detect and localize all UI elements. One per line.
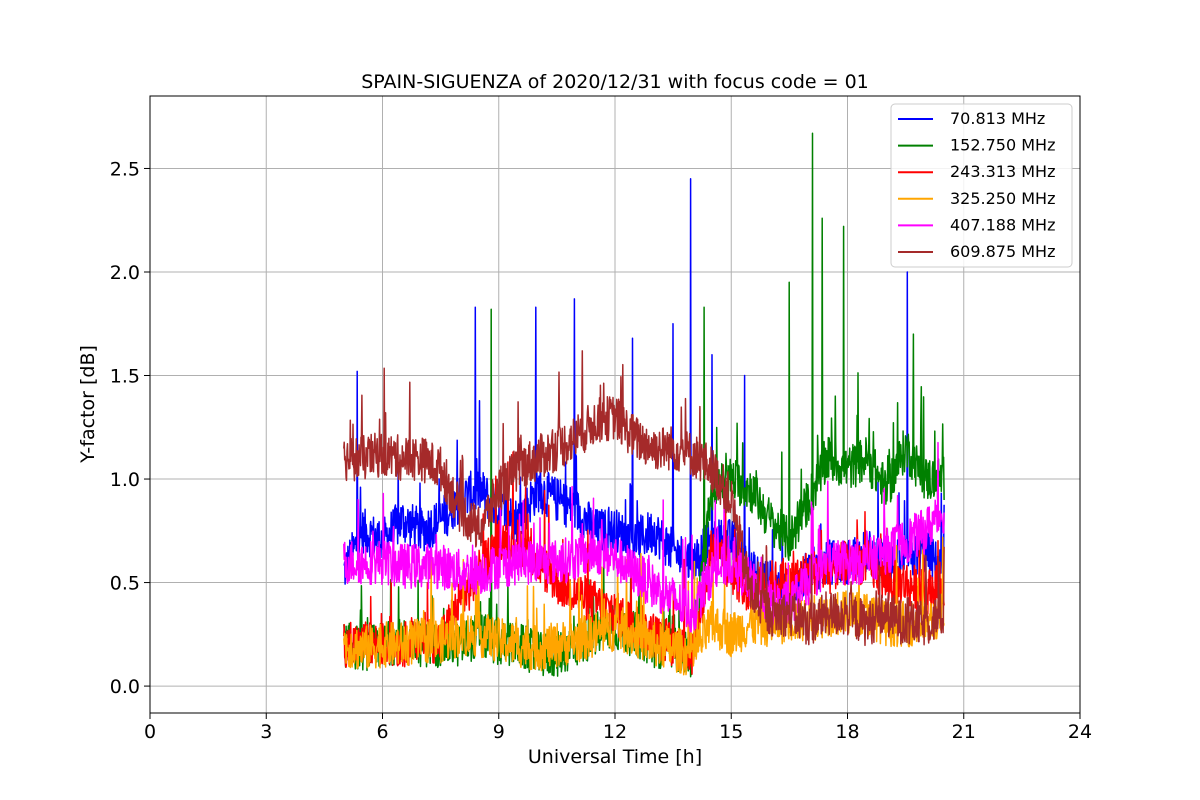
chart-title: SPAIN-SIGUENZA of 2020/12/31 with focus … [361, 71, 869, 93]
x-tick-label: 24 [1068, 721, 1092, 743]
x-tick-label: 6 [376, 721, 388, 743]
legend-entry-label: 243.313 MHz [950, 162, 1055, 181]
legend-box [890, 103, 1073, 268]
series-line [343, 441, 945, 633]
x-tick-label: 9 [493, 721, 505, 743]
x-tick-label: 12 [603, 721, 627, 743]
x-axis-label: Universal Time [h] [528, 746, 702, 768]
y-tick-label: 0.0 [110, 676, 140, 698]
series-line [343, 536, 945, 676]
x-tick-label: 21 [952, 721, 976, 743]
axis-ticks: 0 3 6 9 12 15 18 21 24 0.0 0.5 1.0 1.5 2.0 2.5 [110, 158, 1092, 743]
y-tick-label: 1.0 [110, 469, 140, 491]
legend-entry-label: 407.188 MHz [950, 215, 1055, 234]
legend-entry-label: 70.813 MHz [950, 109, 1045, 128]
series-lines [343, 132, 945, 678]
y-tick-label: 0.5 [110, 573, 140, 595]
x-tick-label: 0 [144, 721, 156, 743]
y-axis-label: Y-factor [dB] [77, 345, 99, 464]
legend-entry-label: 152.750 MHz [950, 136, 1055, 155]
x-tick-label: 15 [719, 721, 743, 743]
series-line [343, 350, 945, 647]
y-tick-label: 1.5 [110, 366, 140, 388]
x-tick-label: 18 [835, 721, 859, 743]
x-tick-label: 3 [260, 721, 272, 743]
y-tick-label: 2.0 [110, 262, 140, 284]
legend: 70.813 MHz 152.750 MHz 243.313 MHz 325.250 … [890, 103, 1073, 268]
legend-entry-label: 609.875 MHz [950, 242, 1055, 261]
y-tick-label: 2.5 [110, 158, 140, 180]
legend-entry-label: 325.250 MHz [950, 189, 1055, 208]
